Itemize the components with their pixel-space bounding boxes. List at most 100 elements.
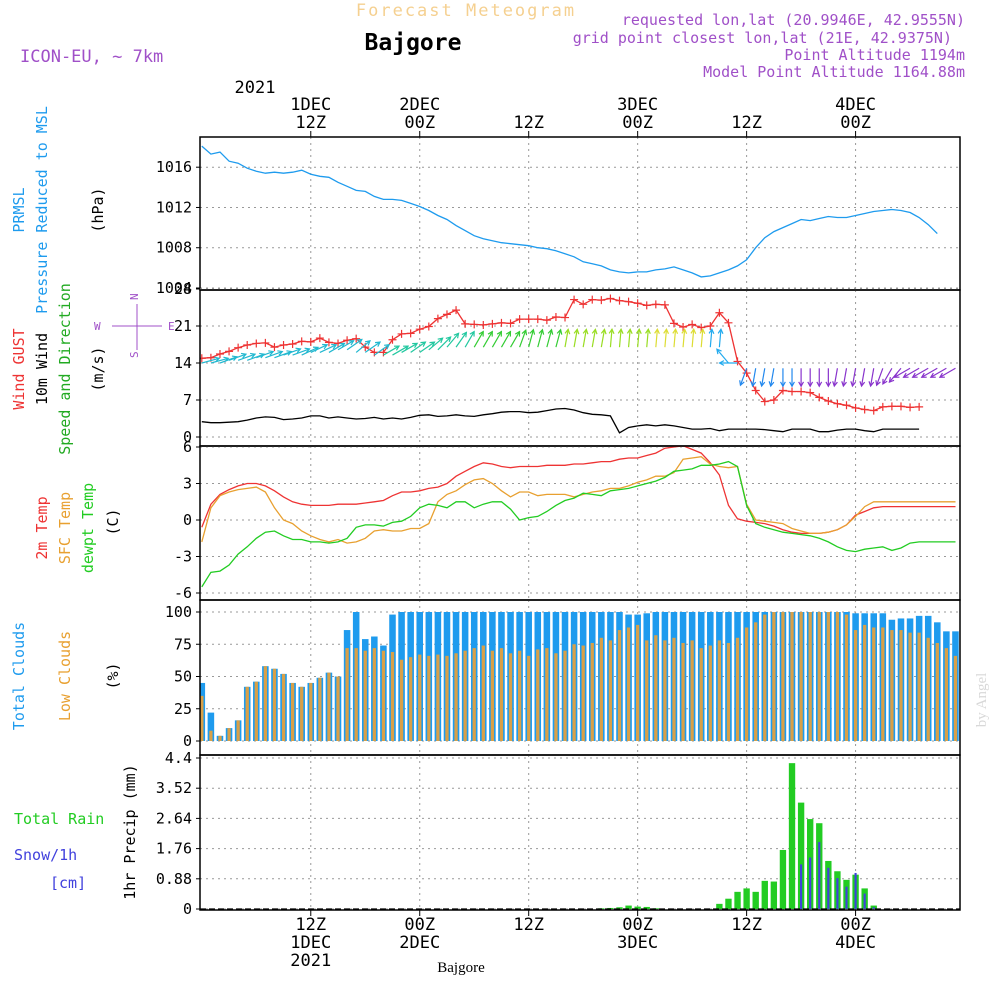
bottom-time-label: 3DEC — [617, 933, 658, 953]
wind-arrow-head — [547, 328, 554, 335]
snow-bar — [809, 857, 812, 909]
wind-arrow-head — [708, 327, 715, 335]
wind-arrow-head — [875, 380, 881, 387]
low-cloud-bar — [636, 624, 640, 741]
low-cloud-bar — [418, 654, 422, 741]
wind-arrow-head — [798, 381, 805, 388]
bottom-time-label: 1DEC — [290, 933, 331, 953]
top-time-label: 12Z — [295, 113, 326, 133]
gust-marker — [615, 296, 624, 305]
gust-marker — [806, 388, 815, 397]
model-altitude: Model Point Altitude 1164.88m — [703, 63, 965, 81]
low-cloud-bar — [772, 612, 776, 741]
y-tick-label: -3 — [174, 548, 192, 566]
gust-marker — [488, 319, 497, 328]
total-cloud-label: Total Clouds — [10, 622, 28, 730]
low-cloud-bar — [463, 650, 467, 741]
wind-arrow-head — [487, 330, 493, 337]
wind-arrow-head — [348, 340, 355, 346]
wind-arrow — [770, 368, 775, 387]
wind-arrow-head — [626, 327, 633, 335]
top-time-label: 00Z — [404, 113, 435, 133]
wind-arrow — [283, 348, 301, 356]
wind-arrow — [761, 368, 766, 387]
wind-arrow — [337, 340, 354, 351]
low-cloud-bar — [790, 612, 794, 741]
panel-plot — [200, 763, 960, 910]
wind-arrow — [860, 368, 866, 387]
wind-arrow-head — [929, 372, 936, 378]
wind-arrow — [437, 336, 452, 351]
y-tick-label: 100 — [165, 603, 192, 621]
low-cloud-bar — [826, 612, 830, 741]
wind-arrow — [833, 368, 839, 387]
compass-w: W — [94, 320, 101, 333]
wind-arrow — [464, 331, 475, 348]
wind-arrow-head — [716, 348, 722, 355]
rain-bar — [716, 903, 723, 909]
wind-arrow-head — [717, 327, 724, 335]
gust-marker — [215, 350, 224, 359]
low-cloud-bar — [536, 649, 540, 741]
wind-arrow — [346, 338, 363, 351]
wind-arrow — [930, 367, 947, 378]
low-cloud-bar — [245, 686, 249, 741]
wind-arrow — [591, 329, 596, 348]
wind-arrow-head — [681, 327, 688, 335]
wind-arrow — [894, 367, 911, 378]
low-cloud-bar — [508, 653, 513, 741]
wind-arrow-head — [437, 337, 444, 344]
gust-marker — [315, 334, 324, 343]
compass-s: S — [128, 351, 141, 358]
gust-marker — [715, 308, 724, 317]
wind-arrow — [482, 331, 493, 348]
gust-marker — [797, 387, 806, 396]
low-cloud-bar — [899, 630, 903, 741]
low-cloud-bar — [844, 614, 849, 741]
y-tick-label: -6 — [174, 584, 192, 602]
y-tick-label: 0 — [183, 732, 192, 750]
panel-plot — [201, 145, 938, 278]
panel-1: 0 7 14 21 28 — [174, 280, 961, 447]
wind-arrow — [546, 329, 553, 348]
low-cloud-bar — [363, 650, 367, 741]
chart-title: Forecast Meteogram — [356, 1, 576, 21]
low-cloud-bar — [608, 640, 613, 741]
wind-arrow-head — [403, 345, 410, 351]
gust-marker — [470, 320, 479, 329]
panel-4: 0 0.88 1.76 2.64 3.52 4.4 — [156, 749, 961, 918]
y-tick-label: 1016 — [156, 158, 192, 176]
wind-arrow — [519, 330, 527, 348]
wind-arrow — [228, 353, 247, 361]
gust-marker — [452, 306, 461, 315]
wind-arrow — [682, 329, 686, 348]
wind-arrow-head — [789, 381, 795, 388]
wind-arrow-head — [250, 352, 257, 359]
wind-arrow — [210, 357, 229, 364]
gust-marker — [642, 301, 651, 310]
y-tick-label: 1.76 — [156, 840, 192, 858]
wind-arrow — [428, 337, 443, 351]
pressure-line — [201, 145, 938, 278]
gust-marker — [279, 341, 288, 350]
temp-sfc-line — [201, 456, 956, 544]
wind-arrow — [600, 329, 606, 348]
gust-marker — [742, 369, 751, 378]
low-cloud-bar — [554, 653, 558, 741]
rain-bar — [770, 881, 778, 909]
wind-arrow-head — [286, 350, 293, 356]
bottom-time-label: 12Z — [731, 915, 762, 935]
low-cloud-bar — [944, 648, 949, 741]
gust-marker — [388, 335, 397, 344]
y-tick-label: 14 — [174, 354, 192, 372]
wind-arrow — [851, 368, 857, 387]
wind-arrow — [510, 331, 521, 348]
gust-marker — [225, 347, 234, 356]
wind-labels: Wind GUST 10m Wind Speed and Direction (… — [10, 283, 175, 455]
gust-marker — [824, 397, 833, 406]
gust-marker — [379, 348, 388, 357]
temp-unit: (C) — [104, 508, 122, 535]
wind-arrow — [219, 356, 238, 364]
requested-coords: requested lon,lat (20.9946E, 42.9555N) — [622, 11, 965, 29]
wind-arrow-head — [356, 338, 363, 345]
